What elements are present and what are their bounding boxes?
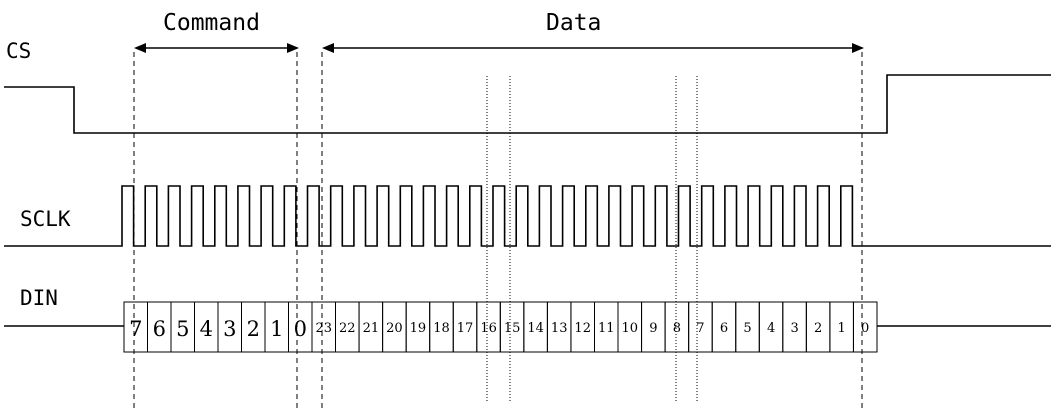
command-span-arrow [134, 43, 299, 53]
data-bit-label: 23 [316, 321, 333, 336]
data-bit-label: 2 [814, 321, 822, 336]
data-arrow-right-head [852, 43, 864, 53]
data-phase-label: Data [546, 10, 601, 36]
command-bit-label: 3 [223, 317, 236, 341]
cs-waveform [4, 74, 1051, 134]
din-bit-cells: 7 6 5 4 3 2 1 0 23 22 21 20 19 18 17 16 15 14 13 12 11 10 9 8 7 6… [123, 301, 878, 353]
data-bit-label: 11 [598, 321, 615, 336]
data-arrow-left-head [322, 43, 334, 53]
data-bit-label: 0 [861, 321, 869, 336]
data-bit-label: 4 [767, 321, 775, 336]
data-bit-label: 9 [649, 321, 657, 336]
data-bit-label: 6 [720, 321, 728, 336]
command-bit-label: 7 [129, 317, 142, 341]
command-bit-label: 2 [247, 317, 260, 341]
data-bit-label: 22 [339, 321, 356, 336]
data-bit-cell [853, 301, 878, 353]
sclk-signal-label: SCLK [20, 207, 71, 231]
command-arrow-left-head [134, 43, 146, 53]
data-bit-label: 3 [790, 321, 798, 336]
command-bit-label: 1 [270, 317, 283, 341]
data-bit-label: 19 [410, 321, 427, 336]
data-bit-label: 5 [743, 321, 751, 336]
data-bit-label: 21 [363, 321, 380, 336]
data-bit-label: 20 [386, 321, 403, 336]
data-bit-label: 10 [622, 321, 639, 336]
command-phase-label: Command [163, 10, 260, 36]
data-bit-label: 13 [551, 321, 568, 336]
timing-guides [133, 52, 863, 412]
data-bit-label: 12 [574, 321, 591, 336]
command-bit-label: 4 [200, 317, 213, 341]
command-arrow-right-head [287, 43, 299, 53]
din-signal-label: DIN [20, 286, 58, 310]
command-bit-label: 6 [153, 317, 166, 341]
data-bit-label: 14 [527, 321, 544, 336]
data-span-arrow [322, 43, 864, 53]
data-bit-label: 17 [457, 321, 474, 336]
command-bit-label: 5 [176, 317, 189, 341]
command-bit-label: 0 [294, 317, 307, 341]
data-bit-label: 16 [480, 321, 497, 336]
sclk-waveform [4, 185, 1051, 247]
data-bit-label: 7 [696, 321, 704, 336]
data-bit-label: 15 [504, 321, 521, 336]
data-bit-label: 1 [838, 321, 846, 336]
cs-signal-label: CS [6, 39, 31, 63]
data-bit-label: 18 [433, 321, 450, 336]
data-bit-label: 8 [673, 321, 681, 336]
